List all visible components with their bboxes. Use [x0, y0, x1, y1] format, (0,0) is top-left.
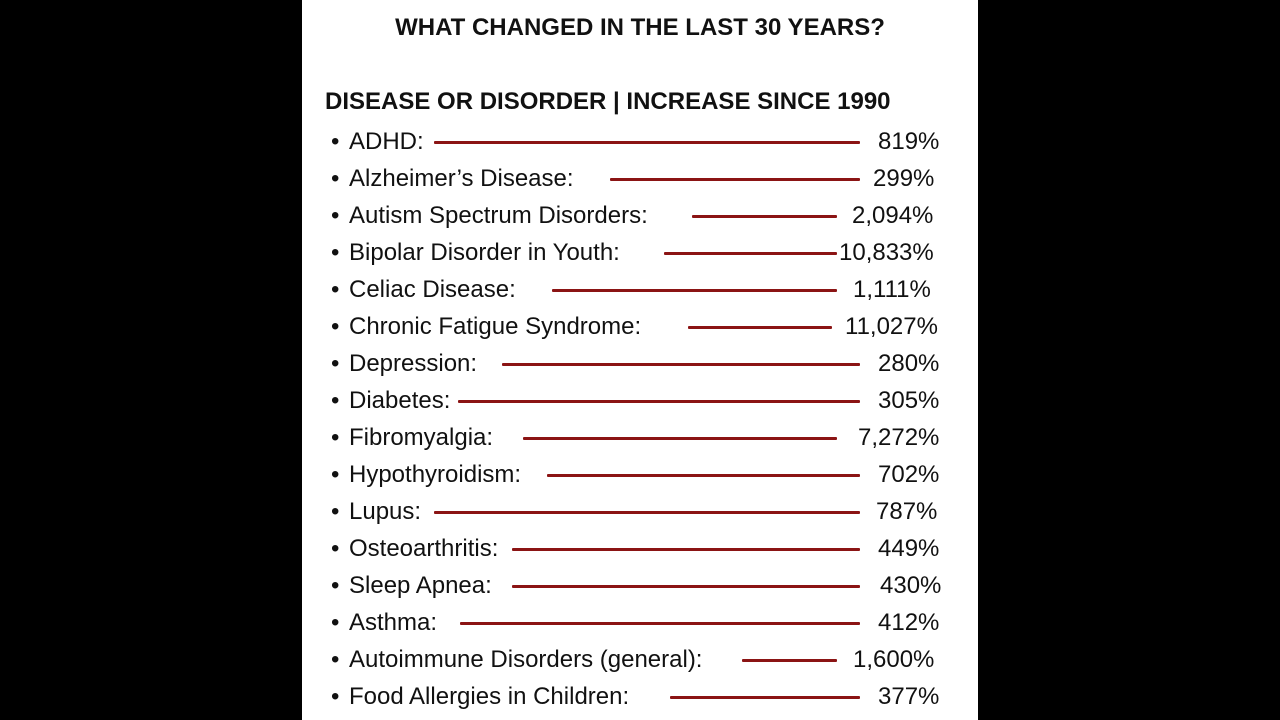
bullet-point: • — [331, 239, 340, 266]
leader-line — [523, 437, 837, 440]
disease-label: Osteoarthritis: — [349, 535, 499, 562]
disease-label: Lupus: — [349, 498, 422, 525]
leader-line — [434, 511, 860, 514]
page-title: WHAT CHANGED IN THE LAST 30 YEARS? — [395, 14, 885, 41]
disease-label: Autoimmune Disorders (general): — [349, 646, 703, 673]
disease-label: Celiac Disease: — [349, 276, 516, 303]
list-item: • Chronic Fatigue Syndrome: 11,027% — [302, 309, 978, 346]
list-item: • Autism Spectrum Disorders: 2,094% — [302, 198, 978, 235]
bullet-point: • — [331, 424, 340, 451]
leader-line — [610, 178, 860, 181]
leader-line — [458, 400, 860, 403]
bullet-point: • — [331, 128, 340, 155]
disease-label: Bipolar Disorder in Youth: — [349, 239, 620, 266]
increase-value: 819% — [878, 128, 940, 155]
leader-line — [692, 215, 837, 218]
list-item: • Lupus: 787% — [302, 494, 978, 531]
increase-value: 7,272% — [858, 424, 940, 451]
bullet-point: • — [331, 535, 340, 562]
bullet-point: • — [331, 313, 340, 340]
increase-value: 377% — [878, 683, 940, 710]
list-item: • ADHD: 819% — [302, 124, 978, 161]
disease-label: Food Allergies in Children: — [349, 683, 630, 710]
list-item: • Autoimmune Disorders (general): 1,600% — [302, 642, 978, 679]
leader-line — [512, 548, 860, 551]
increase-value: 2,094% — [852, 202, 934, 229]
list-item: • Osteoarthritis: 449% — [302, 531, 978, 568]
leader-line — [502, 363, 860, 366]
bullet-point: • — [331, 276, 340, 303]
increase-value: 305% — [878, 387, 940, 414]
leader-line — [552, 289, 837, 292]
table-header: DISEASE OR DISORDER | INCREASE SINCE 199… — [325, 88, 891, 115]
leader-line — [742, 659, 837, 662]
list-item: • Diabetes: 305% — [302, 383, 978, 420]
bullet-point: • — [331, 498, 340, 525]
bullet-point: • — [331, 165, 340, 192]
list-item: • Food Allergies in Children: 377% — [302, 679, 978, 716]
leader-line — [688, 326, 832, 329]
increase-value: 449% — [878, 535, 940, 562]
bullet-point: • — [331, 461, 340, 488]
increase-value: 280% — [878, 350, 940, 377]
disease-label: Chronic Fatigue Syndrome: — [349, 313, 642, 340]
disease-label: Depression: — [349, 350, 478, 377]
leader-line — [512, 585, 860, 588]
increase-value: 299% — [873, 165, 935, 192]
leader-line — [670, 696, 860, 699]
disease-label: Autism Spectrum Disorders: — [349, 202, 648, 229]
disease-label: ADHD: — [349, 128, 424, 155]
list-item: • Depression: 280% — [302, 346, 978, 383]
bullet-point: • — [331, 387, 340, 414]
leader-line — [434, 141, 860, 144]
list-item: • Hypothyroidism: 702% — [302, 457, 978, 494]
list-item: • Sleep Apnea: 430% — [302, 568, 978, 605]
disease-label: Asthma: — [349, 609, 438, 636]
increase-value: 430% — [880, 572, 942, 599]
disease-label: Alzheimer’s Disease: — [349, 165, 574, 192]
disease-label: Hypothyroidism: — [349, 461, 522, 488]
bullet-point: • — [331, 572, 340, 599]
infographic-page: WHAT CHANGED IN THE LAST 30 YEARS? DISEA… — [302, 0, 978, 720]
list-item: • Fibromyalgia: 7,272% — [302, 420, 978, 457]
bullet-point: • — [331, 350, 340, 377]
disease-list: • ADHD: 819% • Alzheimer’s Disease: 299% • Auti… — [302, 124, 978, 716]
bullet-point: • — [331, 202, 340, 229]
increase-value: 1,111% — [853, 276, 931, 303]
leader-line — [460, 622, 860, 625]
disease-label: Diabetes: — [349, 387, 451, 414]
increase-value: 1,600% — [853, 646, 935, 673]
disease-label: Fibromyalgia: — [349, 424, 494, 451]
list-item: • Celiac Disease: 1,111% — [302, 272, 978, 309]
increase-value: 412% — [878, 609, 940, 636]
increase-value: 11,027% — [845, 313, 938, 340]
disease-label: Sleep Apnea: — [349, 572, 492, 599]
leader-line — [547, 474, 860, 477]
list-item: • Asthma: 412% — [302, 605, 978, 642]
bullet-point: • — [331, 609, 340, 636]
increase-value: 702% — [878, 461, 940, 488]
increase-value: 787% — [876, 498, 938, 525]
list-item: • Bipolar Disorder in Youth: 10,833% — [302, 235, 978, 272]
leader-line — [664, 252, 837, 255]
list-item: • Alzheimer’s Disease: 299% — [302, 161, 978, 198]
bullet-point: • — [331, 646, 340, 673]
increase-value: 10,833% — [839, 239, 934, 266]
bullet-point: • — [331, 683, 340, 710]
